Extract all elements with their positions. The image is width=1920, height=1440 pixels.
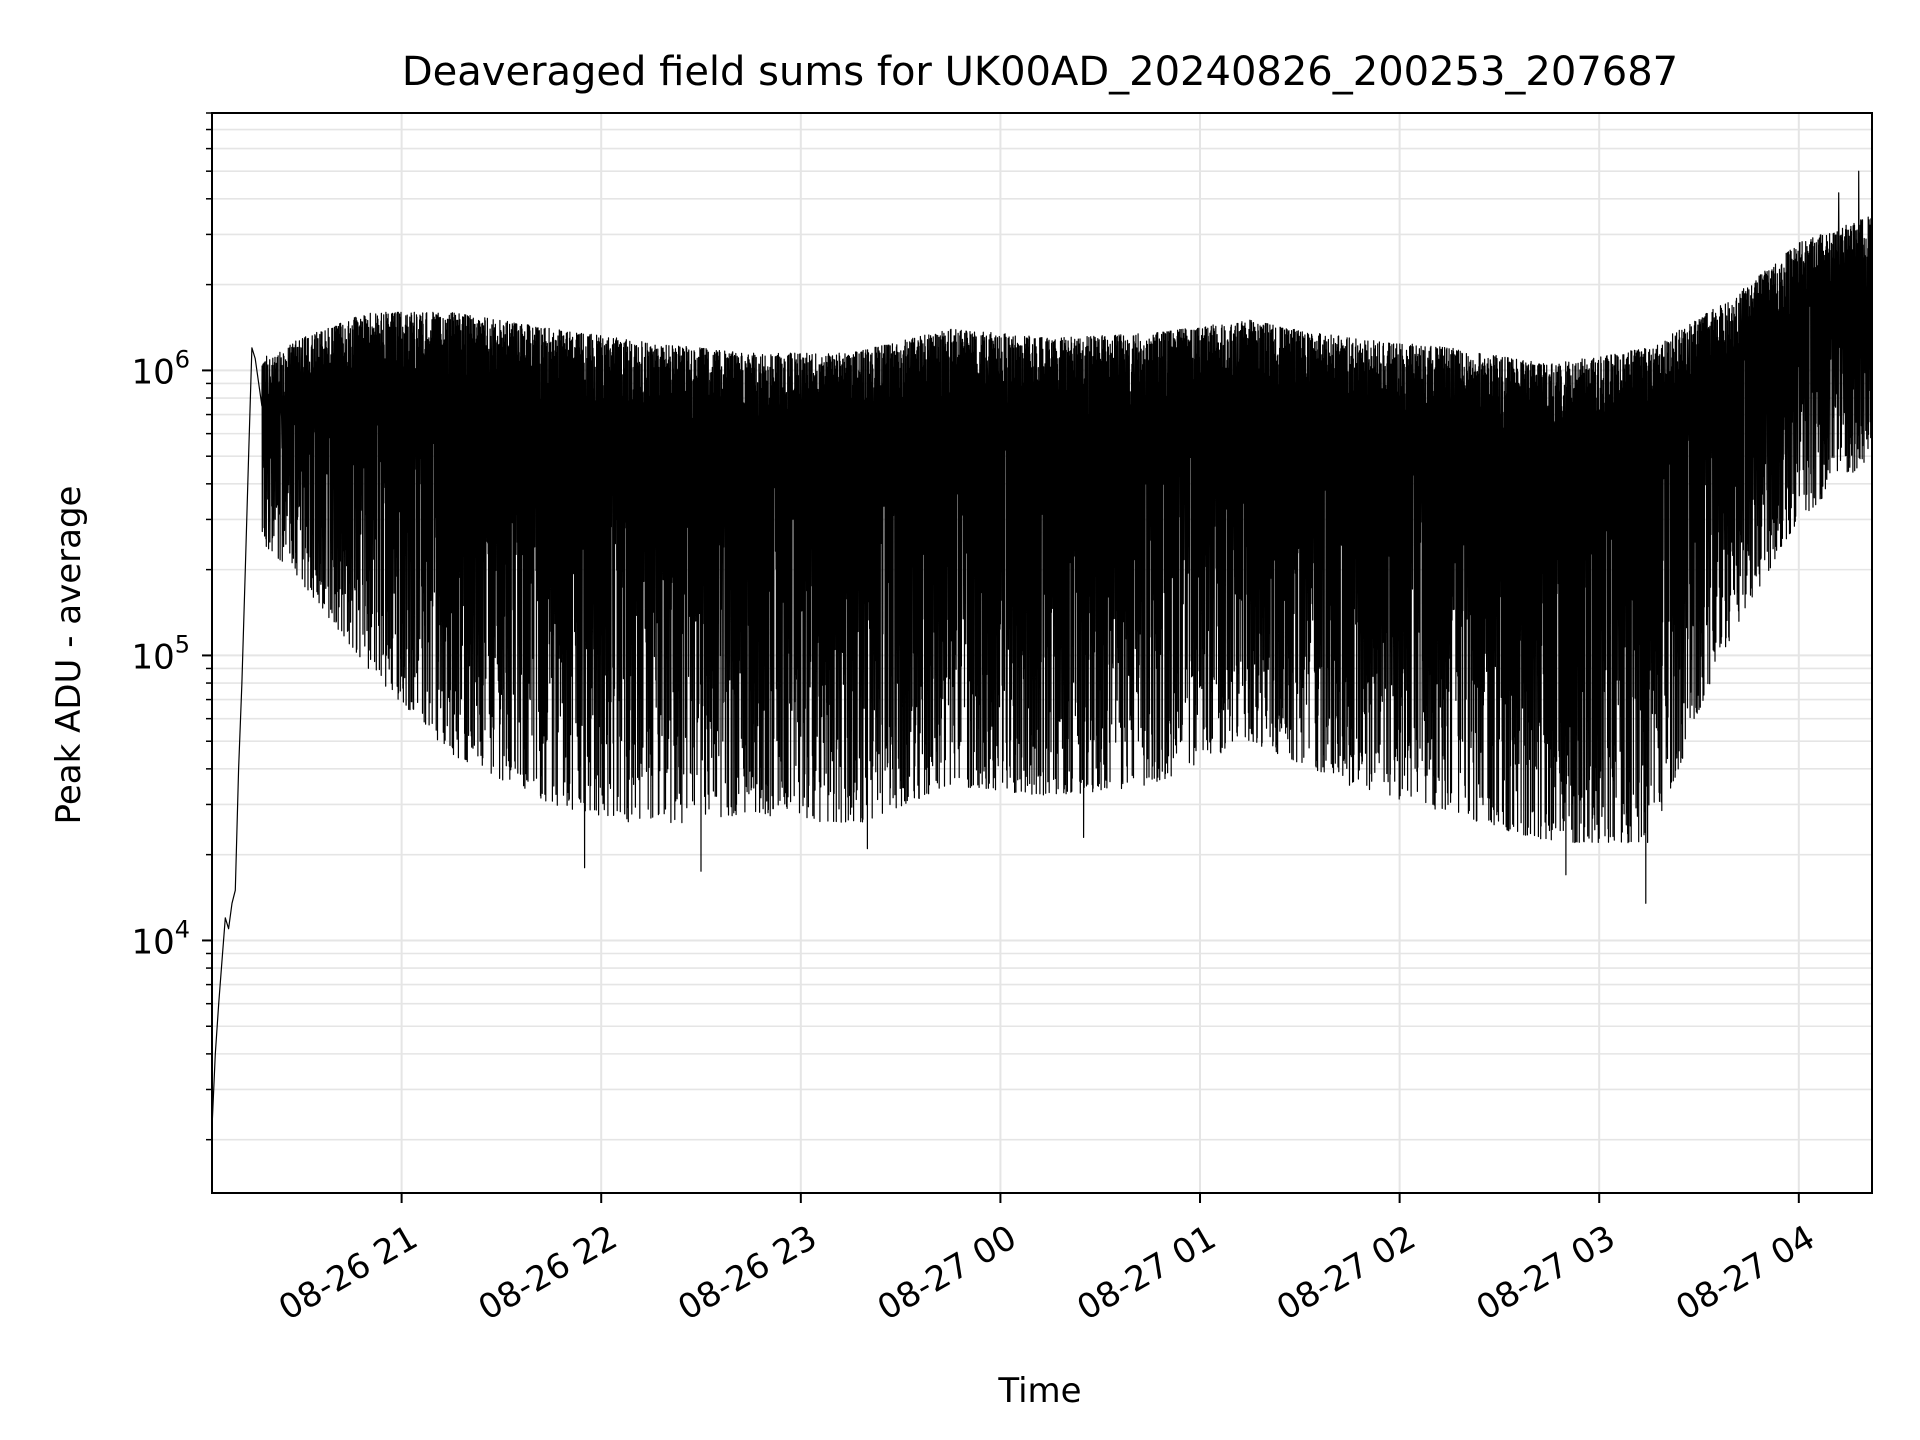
plot-frame: [211, 112, 1873, 1194]
x-axis-label: Time: [997, 1371, 1081, 1411]
series-line: [211, 170, 1873, 1128]
y-tick-label: 104: [131, 915, 190, 962]
y-axis-ticks: 104 105 106: [131, 112, 212, 1141]
y-tick-label: 106: [131, 345, 190, 392]
series-path: [211, 170, 1873, 1128]
chart-title: Deaveraged field sums for UK00AD_2024082…: [402, 49, 1678, 95]
y-tick-label: 105: [131, 630, 190, 677]
y-axis-label: Peak ADU - average: [49, 486, 89, 825]
